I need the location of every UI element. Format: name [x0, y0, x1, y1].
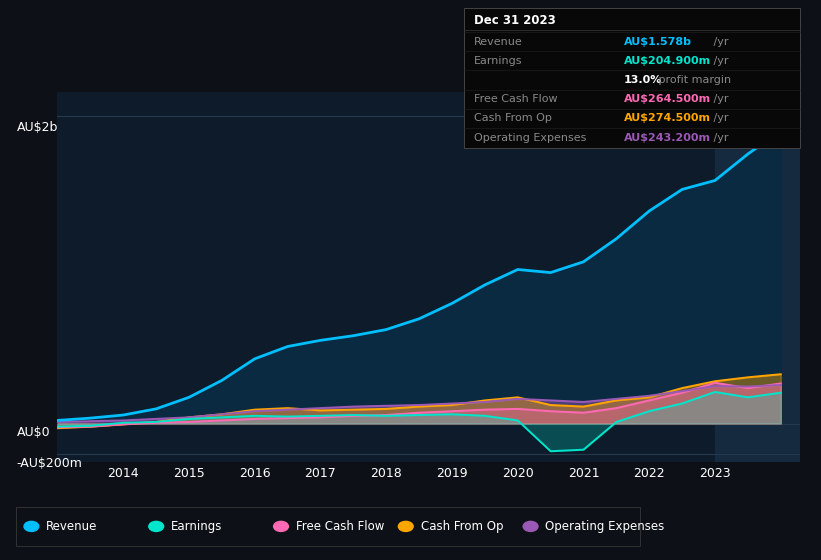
Text: Dec 31 2023: Dec 31 2023	[474, 14, 556, 27]
Text: AU$243.200m: AU$243.200m	[624, 133, 711, 143]
Text: -AU$200m: -AU$200m	[16, 457, 82, 470]
Text: Revenue: Revenue	[474, 36, 522, 46]
Text: Revenue: Revenue	[46, 520, 98, 533]
Bar	[715, 92, 800, 462]
Text: AU$0: AU$0	[16, 426, 50, 439]
Text: profit margin: profit margin	[655, 75, 732, 85]
Text: /yr: /yr	[710, 36, 729, 46]
Text: Operating Expenses: Operating Expenses	[474, 133, 586, 143]
Text: Free Cash Flow: Free Cash Flow	[474, 94, 557, 104]
Text: AU$1.578b: AU$1.578b	[624, 36, 692, 46]
Text: AU$2b: AU$2b	[16, 121, 57, 134]
Text: Earnings: Earnings	[474, 56, 522, 66]
Text: /yr: /yr	[710, 56, 729, 66]
Text: Earnings: Earnings	[171, 520, 222, 533]
Text: Free Cash Flow: Free Cash Flow	[296, 520, 384, 533]
Text: AU$264.500m: AU$264.500m	[624, 94, 711, 104]
Text: AU$204.900m: AU$204.900m	[624, 56, 711, 66]
Text: /yr: /yr	[710, 133, 729, 143]
Text: Cash From Op: Cash From Op	[474, 114, 552, 123]
Text: 13.0%: 13.0%	[624, 75, 663, 85]
Text: Operating Expenses: Operating Expenses	[545, 520, 664, 533]
Text: /yr: /yr	[710, 94, 729, 104]
Text: /yr: /yr	[710, 114, 729, 123]
Text: Cash From Op: Cash From Op	[420, 520, 503, 533]
Text: AU$274.500m: AU$274.500m	[624, 114, 711, 123]
